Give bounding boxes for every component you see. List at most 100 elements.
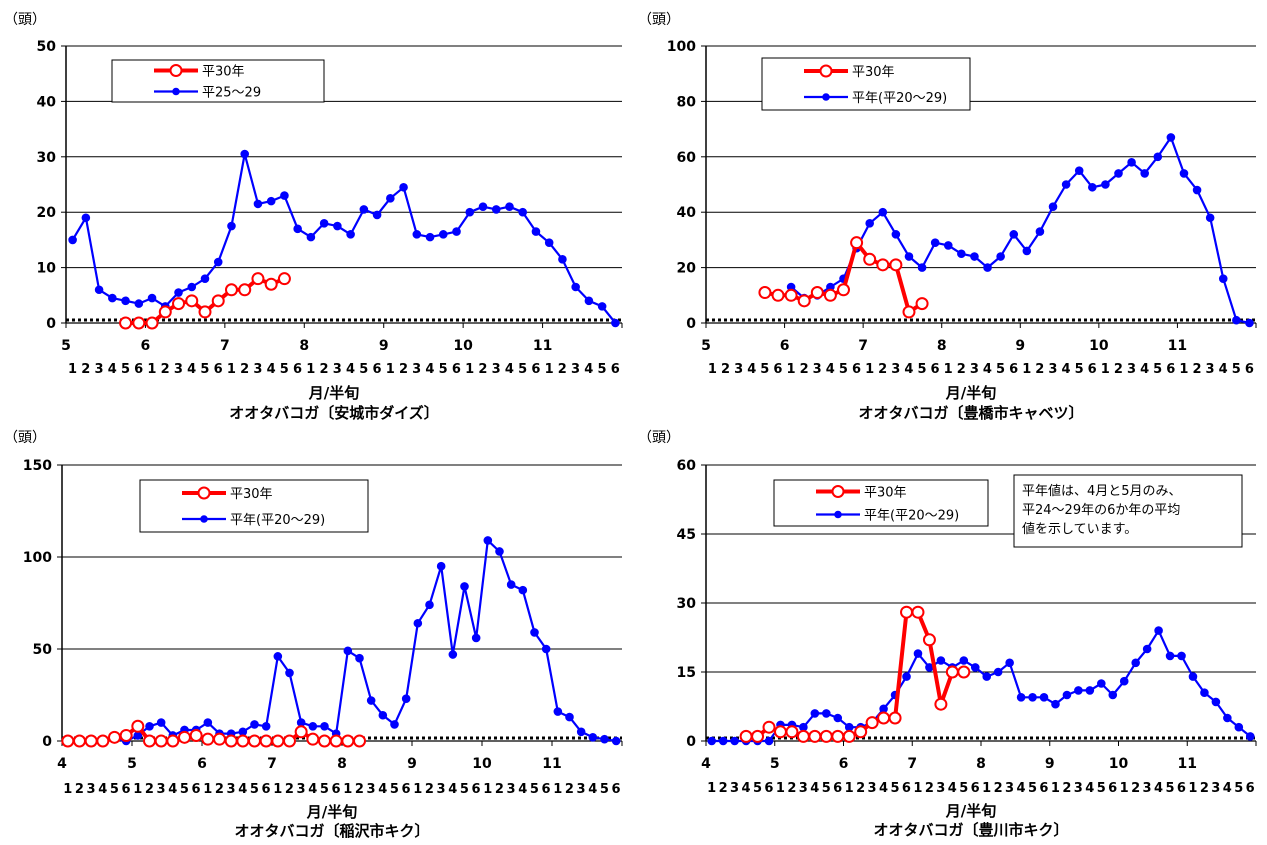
data-point-h30: [823, 288, 837, 302]
legend-box: [111, 59, 325, 103]
hanjun-label: 3: [1048, 362, 1057, 377]
data-point-normal: [1127, 158, 1136, 167]
data-point-normal: [983, 263, 992, 272]
data-point-normal: [320, 721, 329, 731]
y-tick-label: 150: [23, 458, 52, 474]
data-point-h30: [785, 725, 799, 739]
data-point-normal: [366, 696, 376, 705]
month-label: 7: [907, 756, 917, 772]
data-point-h30: [842, 729, 856, 743]
hanjun-label: 4: [168, 782, 177, 797]
data-point-normal: [544, 238, 554, 247]
y-unit-label: （頭）: [4, 430, 46, 446]
data-point-normal: [576, 727, 586, 737]
data-point-normal: [833, 713, 843, 723]
legend-label: 平年(平20～29): [230, 513, 325, 528]
hanjun-label: 4: [983, 362, 992, 377]
hanjun-label: 6: [452, 362, 461, 377]
hanjun-label: 2: [721, 362, 730, 377]
hanjun-label: 4: [1016, 781, 1025, 796]
hanjun-label: 1: [413, 782, 422, 797]
data-point-normal: [611, 318, 620, 328]
hanjun-label: 6: [134, 362, 143, 377]
legend-label: 平年(平20～29): [852, 91, 947, 106]
data-point-normal: [1005, 658, 1014, 668]
hanjun-label: 4: [584, 362, 593, 377]
data-point-normal: [491, 205, 501, 214]
month-label: 9: [1015, 338, 1025, 354]
data-point-normal: [452, 227, 461, 236]
data-point-normal: [1131, 658, 1140, 668]
data-point-normal: [1088, 182, 1097, 192]
hanjun-label: 4: [1085, 781, 1094, 796]
chart-title: オオタバコガ〔安城市ダイズ〕: [229, 404, 439, 422]
data-point-h30: [84, 734, 98, 748]
data-point-normal: [285, 668, 294, 678]
data-point-normal: [541, 644, 551, 654]
data-point-normal: [240, 149, 250, 159]
data-point-normal: [471, 633, 481, 643]
data-point-normal: [227, 221, 236, 231]
month-label: 5: [127, 756, 137, 772]
data-point-h30: [797, 294, 811, 308]
hanjun-label: 4: [747, 362, 756, 377]
hanjun-label: 3: [813, 362, 822, 377]
data-point-normal: [174, 288, 183, 297]
hanjun-label: 6: [122, 782, 131, 797]
data-point-h30: [863, 252, 877, 266]
hanjun-label: 6: [293, 362, 302, 377]
hanjun-label: 1: [203, 782, 212, 797]
hanjun-label: 3: [412, 362, 421, 377]
data-point-normal: [1022, 246, 1032, 256]
hanjun-label: 6: [931, 362, 940, 377]
hanjun-label: 1: [483, 782, 492, 797]
data-point-h30: [251, 272, 265, 286]
data-point-normal: [1101, 180, 1110, 189]
data-point-normal: [844, 722, 854, 732]
hanjun-label: 1: [708, 362, 717, 377]
data-point-normal: [1140, 169, 1149, 178]
y-tick-label: 50: [37, 39, 57, 55]
month-label: 8: [337, 756, 347, 772]
hanjun-label: 6: [902, 781, 911, 796]
data-point-h30: [185, 294, 199, 308]
hanjun-label: 4: [904, 362, 913, 377]
data-point-normal: [413, 618, 423, 628]
legend-box: [773, 479, 989, 527]
hanjun-label: 3: [1127, 362, 1136, 377]
data-point-normal: [588, 733, 598, 742]
hanjun-label: 4: [425, 362, 434, 377]
hanjun-label: 3: [157, 782, 166, 797]
chart-panel-toyokawa-chrysanthemum: （頭） 0 15 30 45 60 4 5 6 7 8 9 10 11 1 2 3 4 5 6 1 2 3 4 5 6 1 2 3 4 5 6…: [634, 422, 1267, 845]
month-label: 8: [937, 338, 947, 354]
hanjun-label: 5: [917, 362, 926, 377]
data-point-normal: [238, 727, 248, 737]
data-point-normal: [571, 282, 580, 292]
data-point-normal: [902, 672, 911, 681]
series-line-normal: [67, 539, 617, 743]
data-point-normal: [1166, 133, 1176, 142]
x-axis-label: 月/半旬: [945, 802, 996, 820]
annotation-box: [1013, 474, 1243, 548]
data-point-normal: [810, 709, 820, 718]
series-line-normal: [790, 136, 1250, 325]
data-point-normal: [378, 710, 388, 720]
data-point-normal: [1177, 651, 1186, 661]
hanjun-label: 6: [214, 362, 223, 377]
legend-label: 平30年: [852, 65, 895, 80]
data-point-h30: [277, 272, 291, 286]
data-point-normal: [460, 582, 469, 591]
data-point-normal: [970, 252, 979, 261]
series-line-h30: [746, 610, 964, 739]
hanjun-label: 4: [1154, 781, 1163, 796]
y-tick-label: 0: [46, 316, 56, 332]
data-point-h30: [318, 734, 331, 748]
data-point-normal: [904, 252, 914, 261]
hanjun-label: 5: [1075, 362, 1084, 377]
data-point-h30: [73, 734, 86, 748]
data-point-h30: [248, 734, 261, 748]
hanjun-label: 3: [868, 781, 877, 796]
data-point-normal: [600, 734, 609, 744]
hanjun-label: 1: [465, 362, 474, 377]
